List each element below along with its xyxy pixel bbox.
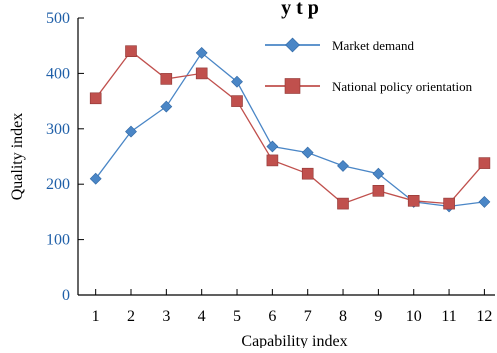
series-2 [89, 45, 491, 210]
data-point [125, 45, 137, 58]
data-point [478, 195, 491, 208]
series-1 [89, 46, 491, 213]
y-tick-label: 400 [46, 65, 70, 82]
x-tick-label: 8 [339, 308, 347, 325]
data-point [337, 159, 349, 172]
data-point [231, 95, 243, 107]
legend-entry: National policy orientation [265, 78, 473, 94]
x-axis-label: Capability index [241, 333, 347, 348]
legend-label: Market demand [332, 38, 414, 53]
data-point [301, 167, 314, 180]
x-tick-label: 10 [406, 308, 422, 325]
data-point [89, 92, 102, 105]
data-point [195, 46, 208, 59]
legend-entry: Market demand [265, 37, 414, 53]
x-tick-label: 1 [92, 308, 100, 325]
data-point [266, 154, 279, 167]
legend-marker [285, 37, 300, 53]
legend-marker [284, 78, 301, 94]
data-point [266, 140, 279, 153]
legend-label: National policy orientation [332, 79, 473, 94]
y-tick-label: 100 [46, 232, 70, 249]
y-axis-label: Quality index [9, 113, 26, 201]
data-point [195, 67, 208, 80]
x-tick-label: 9 [374, 308, 382, 325]
y-tick-label: 0 [62, 287, 70, 304]
data-point [160, 100, 173, 113]
x-tick-label: 5 [233, 308, 241, 325]
x-tick-label: 7 [304, 308, 312, 325]
y-tick-label: 500 [46, 10, 70, 27]
y-tick-label: 300 [46, 121, 70, 138]
data-point [478, 157, 491, 169]
series-line [95, 51, 485, 208]
x-tick-label: 6 [268, 308, 276, 325]
data-point [337, 197, 349, 210]
data-point [125, 125, 137, 138]
data-point [372, 167, 385, 180]
data-point [443, 197, 455, 210]
data-point [89, 172, 102, 185]
chart-title: y t p [281, 0, 319, 19]
data-point [160, 73, 173, 85]
x-tick-label: 11 [441, 308, 456, 325]
data-point [231, 75, 243, 88]
y-tick-label: 200 [46, 176, 70, 193]
data-point [372, 185, 385, 197]
x-tick-label: 3 [162, 308, 170, 325]
x-tick-label: 4 [198, 308, 206, 325]
data-point [407, 195, 420, 207]
data-point [301, 146, 314, 159]
x-tick-label: 2 [127, 308, 135, 325]
series-line [95, 50, 485, 205]
x-tick-label: 12 [476, 308, 492, 325]
